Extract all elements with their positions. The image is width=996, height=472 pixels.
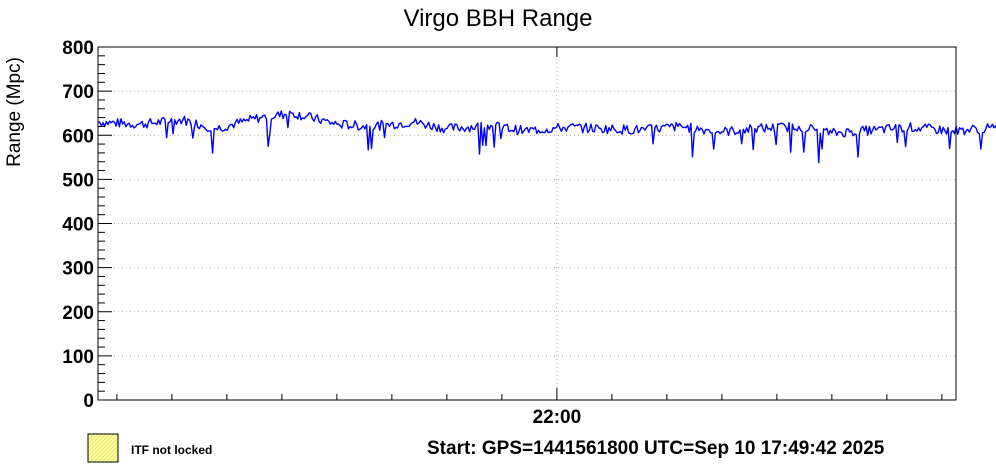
chart-title: Virgo BBH Range — [404, 5, 593, 32]
x-axis: 22:0004:0010:0016:00 — [116, 47, 943, 428]
legend-label: ITF not locked — [131, 443, 212, 457]
y-tick-label: 0 — [83, 391, 94, 412]
legend: ITF not locked — [87, 433, 212, 463]
y-axis: 0 100 200 300 400 500 600 700 800 — [62, 38, 112, 412]
y-tick-label: 200 — [62, 303, 94, 324]
y-tick-label: 400 — [62, 215, 94, 236]
y-axis-label: Range (Mpc) — [4, 57, 25, 167]
y-tick-label: 800 — [62, 38, 94, 59]
y-tick-label: 100 — [62, 347, 94, 368]
y-tick-label: 500 — [62, 170, 94, 191]
series-lines — [98, 110, 996, 164]
legend-swatch — [87, 433, 119, 463]
start-annotation: Start: GPS=1441561800 UTC=Sep 10 17:49:4… — [427, 438, 885, 459]
y-tick-label: 700 — [62, 82, 94, 103]
series-line-1 — [98, 110, 996, 164]
grid — [98, 47, 956, 400]
y-tick-label: 300 — [62, 259, 94, 280]
x-tick-label: 22:00 — [533, 407, 582, 428]
y-tick-label: 600 — [62, 126, 94, 147]
